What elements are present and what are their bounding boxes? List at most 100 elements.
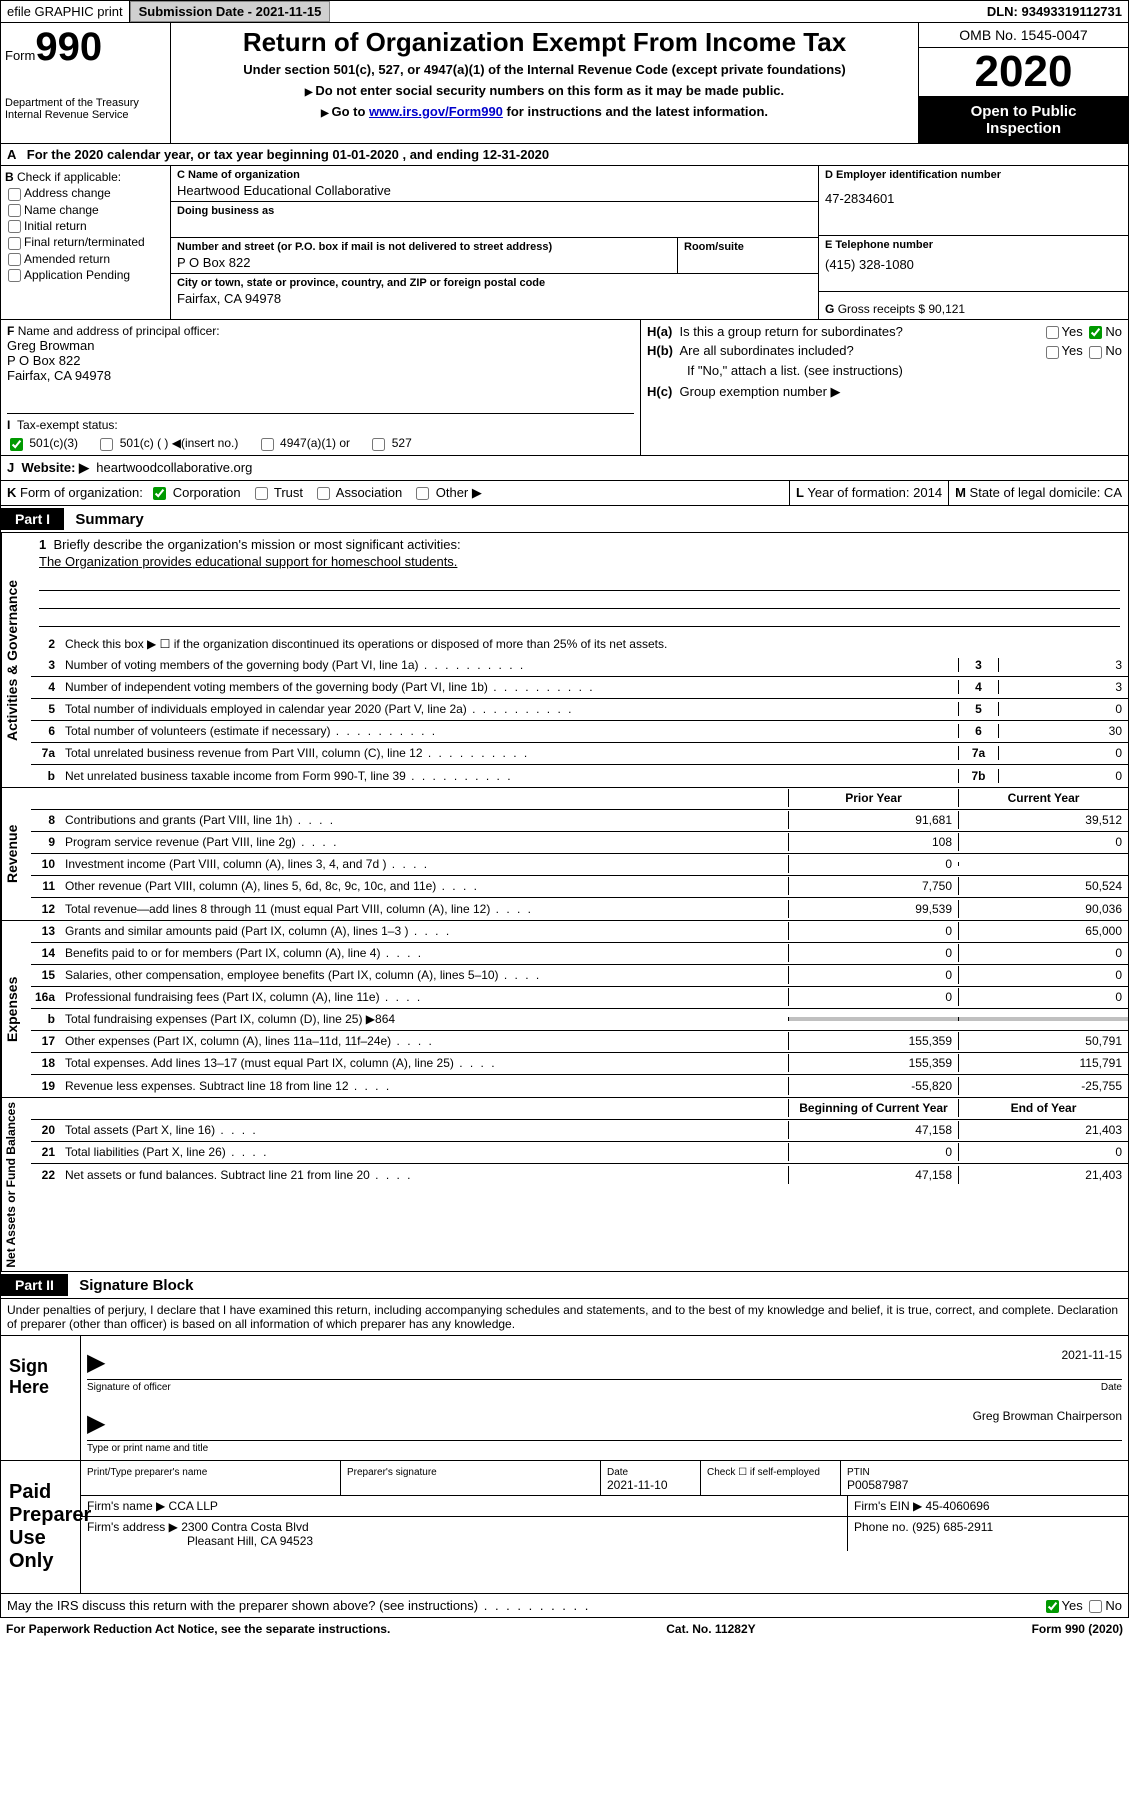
check-527[interactable]: 527	[369, 436, 411, 450]
prior-year-header: Prior Year	[788, 789, 958, 807]
ha-yes[interactable]: Yes	[1043, 324, 1083, 339]
city-cell: City or town, state or province, country…	[171, 274, 818, 309]
governance-label: Activities & Governance	[1, 533, 31, 787]
check-initial-return[interactable]: Initial return	[5, 219, 166, 233]
ein-phone-box: D Employer identification number 47-2834…	[818, 166, 1128, 319]
summary-row: 9Program service revenue (Part VIII, lin…	[31, 832, 1128, 854]
submission-date-button[interactable]: Submission Date - 2021-11-15	[130, 1, 331, 22]
part2-header: Part II	[1, 1274, 68, 1296]
firm-name: CCA LLP	[169, 1499, 218, 1513]
ein-value: 47-2834601	[825, 191, 1122, 206]
org-address: P O Box 822	[177, 255, 671, 270]
hb-no[interactable]: No	[1086, 343, 1122, 358]
firm-phone: (925) 685-2911	[912, 1520, 993, 1534]
summary-row: 17Other expenses (Part IX, column (A), l…	[31, 1031, 1128, 1053]
revenue-label: Revenue	[1, 788, 31, 920]
part1-header: Part I	[1, 508, 64, 530]
summary-row: 7aTotal unrelated business revenue from …	[31, 743, 1128, 765]
summary-row: 4Number of independent voting members of…	[31, 677, 1128, 699]
form990-link[interactable]: www.irs.gov/Form990	[369, 104, 503, 119]
org-info-section: B Check if applicable: Address change Na…	[0, 166, 1129, 320]
check-association[interactable]: Association	[314, 485, 402, 500]
expenses-label: Expenses	[1, 921, 31, 1097]
check-final-return[interactable]: Final return/terminated	[5, 235, 166, 249]
firm-ein: 45-4060696	[926, 1499, 990, 1513]
sig-date: 2021-11-15	[1062, 1348, 1123, 1377]
officer-printed-name: Greg Browman Chairperson	[973, 1409, 1122, 1438]
firm-addr1: 2300 Contra Costa Blvd	[181, 1520, 308, 1534]
year-box: OMB No. 1545-0047 2020 Open to Public In…	[918, 23, 1128, 143]
discuss-no[interactable]: No	[1086, 1598, 1122, 1613]
check-name-change[interactable]: Name change	[5, 203, 166, 217]
ha-no[interactable]: No	[1086, 324, 1122, 339]
tel-cell: E Telephone number (415) 328-1080	[819, 236, 1128, 292]
footer: For Paperwork Reduction Act Notice, see …	[0, 1618, 1129, 1640]
tax-year: 2020	[919, 48, 1128, 97]
address-cell: Number and street (or P.O. box if mail i…	[171, 238, 678, 274]
mission-block: 1 Briefly describe the organization's mi…	[31, 533, 1128, 573]
officer-name: Greg Browman	[7, 338, 634, 353]
check-501c3[interactable]: 501(c)(3)	[7, 436, 78, 450]
summary-row: bTotal fundraising expenses (Part IX, co…	[31, 1009, 1128, 1031]
dept-treasury: Department of the Treasury	[5, 97, 166, 109]
ptin-value: P00587987	[847, 1478, 908, 1492]
revenue-section: Revenue Prior Year Current Year 8Contrib…	[0, 788, 1129, 921]
state-domicile: M State of legal domicile: CA	[949, 481, 1128, 505]
summary-row: 10Investment income (Part VIII, column (…	[31, 854, 1128, 876]
summary-row: 21Total liabilities (Part X, line 26)00	[31, 1142, 1128, 1164]
paid-preparer-label: Paid Preparer Use Only	[1, 1461, 81, 1593]
tax-exempt-row: I Tax-exempt status: 501(c)(3) 501(c) ( …	[7, 413, 634, 450]
efile-label: efile GRAPHIC print	[1, 1, 130, 22]
title-box: Return of Organization Exempt From Incom…	[171, 23, 918, 143]
paid-preparer-block: Paid Preparer Use Only Print/Type prepar…	[0, 1461, 1129, 1594]
part1-title: Summary	[75, 511, 143, 528]
check-amended-return[interactable]: Amended return	[5, 252, 166, 266]
firm-addr2: Pleasant Hill, CA 94523	[187, 1534, 313, 1548]
check-trust[interactable]: Trust	[252, 485, 304, 500]
instruction-link: Go to www.irs.gov/Form990 for instructio…	[179, 104, 910, 119]
org-name-cell: C Name of organization Heartwood Educati…	[171, 166, 818, 202]
check-application-pending[interactable]: Application Pending	[5, 268, 166, 282]
top-bar: efile GRAPHIC print Submission Date - 20…	[0, 0, 1129, 23]
check-other[interactable]: Other ▶	[413, 485, 482, 500]
part2-title: Signature Block	[79, 1277, 193, 1294]
paperwork-notice: For Paperwork Reduction Act Notice, see …	[6, 1622, 390, 1636]
room-cell: Room/suite	[678, 238, 818, 274]
check-4947a1[interactable]: 4947(a)(1) or	[258, 436, 350, 450]
officer-addr1: P O Box 822	[7, 353, 634, 368]
current-year-header: Current Year	[958, 789, 1128, 807]
dln-label: DLN: 93493319112731	[981, 1, 1128, 22]
tel-value: (415) 328-1080	[825, 257, 1122, 272]
summary-row: 6Total number of volunteers (estimate if…	[31, 721, 1128, 743]
subtitle: Under section 501(c), 527, or 4947(a)(1)…	[179, 62, 910, 77]
summary-row: 3Number of voting members of the governi…	[31, 655, 1128, 677]
discuss-yes[interactable]: Yes	[1043, 1598, 1083, 1613]
main-title: Return of Organization Exempt From Incom…	[179, 27, 910, 58]
hb-yes[interactable]: Yes	[1043, 343, 1083, 358]
summary-row: 11Other revenue (Part VIII, column (A), …	[31, 876, 1128, 898]
form-version: Form 990 (2020)	[1032, 1622, 1123, 1636]
end-year-header: End of Year	[958, 1099, 1128, 1117]
summary-row: 19Revenue less expenses. Subtract line 1…	[31, 1075, 1128, 1097]
check-corporation[interactable]: Corporation	[150, 485, 241, 500]
line-a-tax-year: A For the 2020 calendar year, or tax yea…	[0, 144, 1129, 166]
check-address-change[interactable]: Address change	[5, 186, 166, 200]
check-501c[interactable]: 501(c) ( ) ◀(insert no.)	[97, 436, 238, 450]
perjury-statement: Under penalties of perjury, I declare th…	[0, 1299, 1129, 1336]
officer-addr2: Fairfax, CA 94978	[7, 368, 634, 383]
summary-row: bNet unrelated business taxable income f…	[31, 765, 1128, 787]
cat-number: Cat. No. 11282Y	[666, 1622, 755, 1636]
summary-row: 18Total expenses. Add lines 13–17 (must …	[31, 1053, 1128, 1075]
summary-row: 8Contributions and grants (Part VIII, li…	[31, 810, 1128, 832]
summary-row: 5Total number of individuals employed in…	[31, 699, 1128, 721]
mission-text: The Organization provides educational su…	[39, 554, 1120, 569]
website-value: heartwoodcollaborative.org	[96, 460, 252, 475]
org-city: Fairfax, CA 94978	[177, 291, 812, 306]
expenses-section: Expenses 13Grants and similar amounts pa…	[0, 921, 1129, 1098]
form-word: Form	[5, 48, 35, 63]
hb-note: If "No," attach a list. (see instruction…	[687, 363, 1122, 378]
officer-box: F Name and address of principal officer:…	[1, 320, 641, 454]
summary-row: 13Grants and similar amounts paid (Part …	[31, 921, 1128, 943]
sign-here-block: Sign Here ▶ 2021-11-15 Signature of offi…	[0, 1336, 1129, 1461]
governance-section: Activities & Governance 1 Briefly descri…	[0, 533, 1129, 788]
